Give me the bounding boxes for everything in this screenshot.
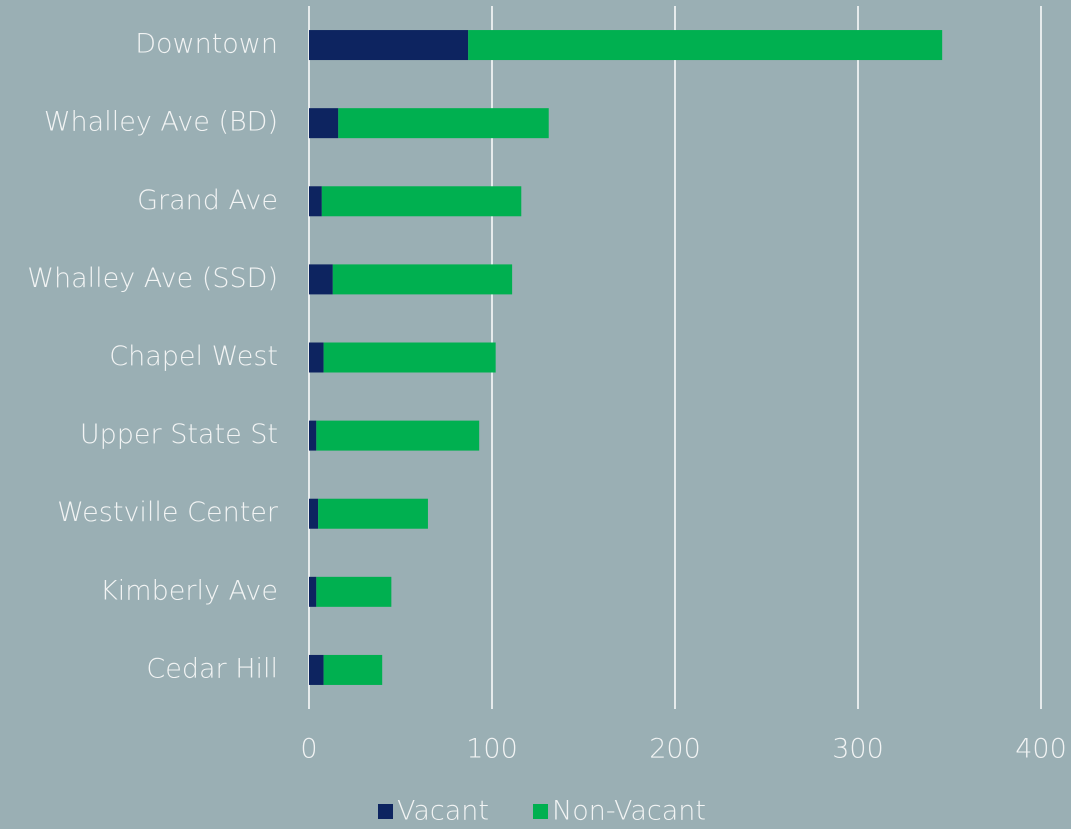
bar-segment [309,498,319,529]
bar-segment [309,576,317,607]
x-tick-label: 300 [832,734,884,765]
bar-segment [323,342,496,373]
bar-segment [316,420,480,451]
bar-segment [323,654,383,685]
legend-swatch [533,804,548,819]
bar-segment [309,108,339,139]
bar-segment [309,654,324,685]
bar-segment [468,30,943,61]
bar-segment [332,264,513,295]
legend-swatch [378,804,393,819]
bar-segment [316,576,392,607]
bar-segment [309,264,333,295]
x-tick-label: 200 [649,734,701,765]
y-tick-label: Kimberly Ave [100,575,278,606]
bar-segment [318,498,428,529]
y-tick-label: Cedar Hill [146,653,278,684]
y-tick-label: Westville Center [57,497,279,528]
bar-segment [309,30,469,61]
y-tick-label: Downtown [135,29,278,60]
y-tick-label: Whalley Ave (BD) [44,107,278,138]
y-tick-label: Chapel West [109,341,278,372]
y-tick-label: Whalley Ave (SSD) [27,263,278,294]
bar-segment [309,186,322,217]
bar-segment [309,342,324,373]
legend-label: Vacant [397,796,489,827]
y-tick-label: Grand Ave [137,185,278,216]
x-tick-label: 0 [300,734,317,765]
x-tick-label: 100 [466,734,518,765]
bar-segment [321,186,522,217]
x-tick-label: 400 [1015,734,1067,765]
bar-segment [309,420,317,451]
legend-label: Non-Vacant [552,796,706,827]
y-tick-label: Upper State St [80,419,278,450]
bar-segment [338,108,549,139]
